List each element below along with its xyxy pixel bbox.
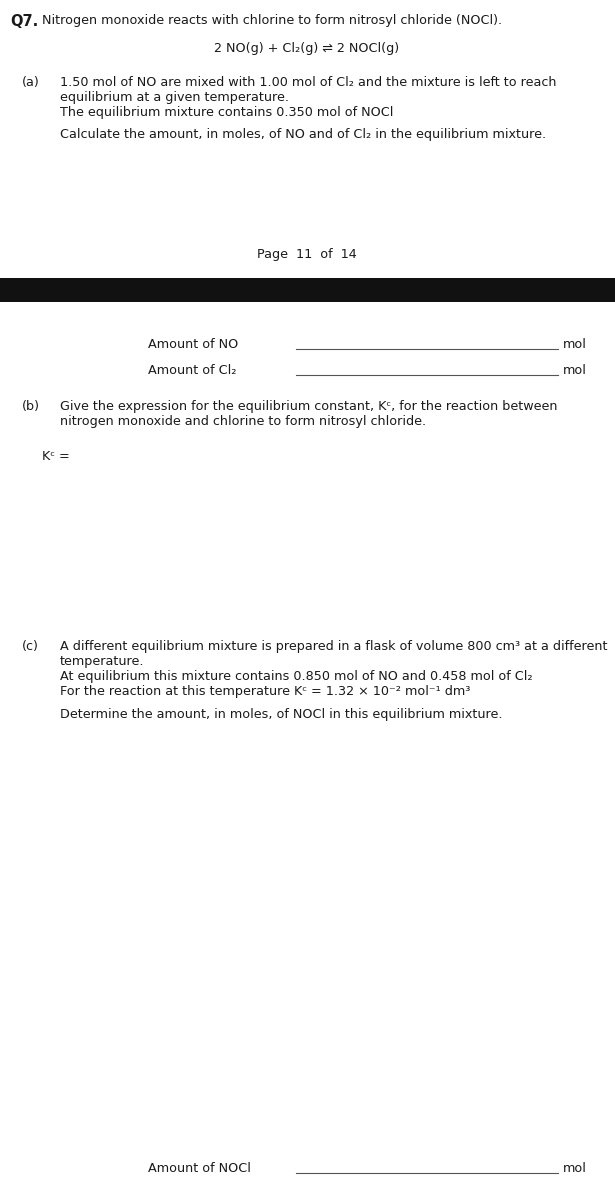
Text: (c): (c) bbox=[22, 640, 39, 653]
Text: 2 NO(g) + Cl₂(g) ⇌ 2 NOCl(g): 2 NO(g) + Cl₂(g) ⇌ 2 NOCl(g) bbox=[215, 42, 400, 55]
Text: (a): (a) bbox=[22, 76, 40, 89]
Text: mol: mol bbox=[563, 1162, 587, 1175]
Text: Determine the amount, in moles, of NOCl in this equilibrium mixture.: Determine the amount, in moles, of NOCl … bbox=[60, 708, 502, 721]
Text: nitrogen monoxide and chlorine to form nitrosyl chloride.: nitrogen monoxide and chlorine to form n… bbox=[60, 415, 426, 428]
Text: At equilibrium this mixture contains 0.850 mol of NO and 0.458 mol of Cl₂: At equilibrium this mixture contains 0.8… bbox=[60, 670, 533, 683]
Text: 1.50 mol of NO are mixed with 1.00 mol of Cl₂ and the mixture is left to reach: 1.50 mol of NO are mixed with 1.00 mol o… bbox=[60, 76, 557, 89]
Text: mol: mol bbox=[563, 338, 587, 350]
Text: Amount of NO: Amount of NO bbox=[148, 338, 238, 350]
Text: equilibrium at a given temperature.: equilibrium at a given temperature. bbox=[60, 91, 289, 104]
Text: Amount of NOCl: Amount of NOCl bbox=[148, 1162, 251, 1175]
Text: Calculate the amount, in moles, of NO and of Cl₂ in the equilibrium mixture.: Calculate the amount, in moles, of NO an… bbox=[60, 128, 546, 140]
Text: temperature.: temperature. bbox=[60, 655, 145, 668]
Text: Amount of Cl₂: Amount of Cl₂ bbox=[148, 364, 237, 377]
Text: Nitrogen monoxide reacts with chlorine to form nitrosyl chloride (NOCl).: Nitrogen monoxide reacts with chlorine t… bbox=[42, 14, 502, 26]
Text: mol: mol bbox=[563, 364, 587, 377]
Text: A different equilibrium mixture is prepared in a flask of volume 800 cm³ at a di: A different equilibrium mixture is prepa… bbox=[60, 640, 608, 653]
Bar bbox=[0, 278, 615, 302]
Text: (b): (b) bbox=[22, 400, 40, 413]
Text: For the reaction at this temperature Kᶜ = 1.32 × 10⁻² mol⁻¹ dm³: For the reaction at this temperature Kᶜ … bbox=[60, 685, 470, 698]
Text: Page  11  of  14: Page 11 of 14 bbox=[257, 248, 357, 260]
Text: Give the expression for the equilibrium constant, Kᶜ, for the reaction between: Give the expression for the equilibrium … bbox=[60, 400, 558, 413]
Text: The equilibrium mixture contains 0.350 mol of NOCl: The equilibrium mixture contains 0.350 m… bbox=[60, 106, 394, 119]
Text: Kᶜ =: Kᶜ = bbox=[42, 450, 69, 463]
Text: Q7.: Q7. bbox=[10, 14, 38, 29]
